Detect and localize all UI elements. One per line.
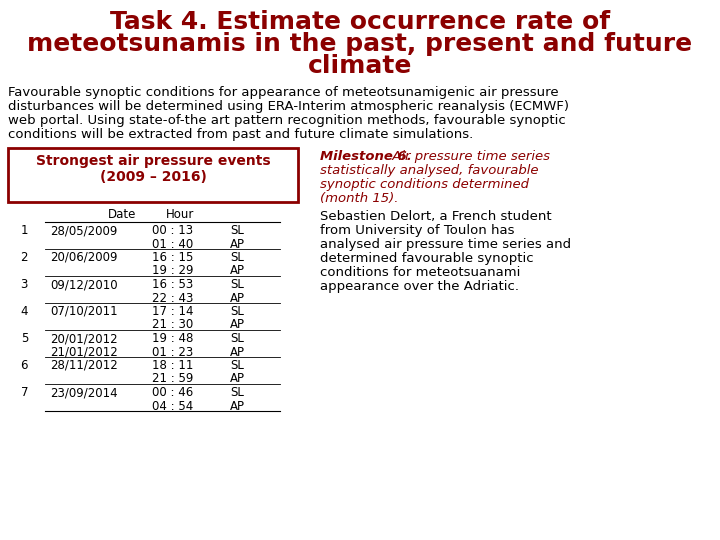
Text: climate: climate [308, 54, 412, 78]
Text: SL: SL [230, 251, 244, 264]
Text: Favourable synoptic conditions for appearance of meteotsunamigenic air pressure: Favourable synoptic conditions for appea… [8, 86, 559, 99]
Text: Milestone 6.: Milestone 6. [320, 150, 412, 163]
Text: 17 : 14: 17 : 14 [151, 305, 193, 318]
Text: AP: AP [230, 400, 245, 413]
Text: 19 : 48: 19 : 48 [152, 332, 193, 345]
Text: 20/01/2012: 20/01/2012 [50, 332, 117, 345]
Text: 04 : 54: 04 : 54 [152, 400, 193, 413]
Text: 6: 6 [20, 359, 28, 372]
Text: web portal. Using state-of-the art pattern recognition methods, favourable synop: web portal. Using state-of-the art patte… [8, 114, 566, 127]
Text: AP: AP [230, 319, 245, 332]
Text: analysed air pressure time series and: analysed air pressure time series and [320, 238, 571, 251]
Text: 5: 5 [21, 332, 28, 345]
Text: 07/10/2011: 07/10/2011 [50, 305, 117, 318]
Text: 28/05/2009: 28/05/2009 [50, 224, 117, 237]
Text: 23/09/2014: 23/09/2014 [50, 386, 117, 399]
Text: disturbances will be determined using ERA-Interim atmospheric reanalysis (ECMWF): disturbances will be determined using ER… [8, 100, 569, 113]
Text: conditions will be extracted from past and future climate simulations.: conditions will be extracted from past a… [8, 128, 473, 141]
Text: 01 : 40: 01 : 40 [152, 238, 193, 251]
Text: synoptic conditions determined: synoptic conditions determined [320, 178, 529, 191]
Text: SL: SL [230, 359, 244, 372]
Text: AP: AP [230, 373, 245, 386]
Text: 21 : 59: 21 : 59 [152, 373, 193, 386]
Text: Strongest air pressure events: Strongest air pressure events [36, 154, 270, 168]
Text: Air pressure time series: Air pressure time series [388, 150, 550, 163]
Text: conditions for meteotsuanami: conditions for meteotsuanami [320, 266, 521, 279]
Text: SL: SL [230, 332, 244, 345]
Text: AP: AP [230, 292, 245, 305]
Text: 22 : 43: 22 : 43 [152, 292, 193, 305]
Text: AP: AP [230, 238, 245, 251]
Text: AP: AP [230, 265, 245, 278]
Text: SL: SL [230, 278, 244, 291]
Text: 20/06/2009: 20/06/2009 [50, 251, 117, 264]
Text: appearance over the Adriatic.: appearance over the Adriatic. [320, 280, 519, 293]
Text: 01 : 23: 01 : 23 [152, 346, 193, 359]
Text: 21/01/2012: 21/01/2012 [50, 346, 118, 359]
Text: Hour: Hour [166, 208, 194, 221]
Text: 7: 7 [20, 386, 28, 399]
Text: determined favourable synoptic: determined favourable synoptic [320, 252, 534, 265]
Text: 00 : 13: 00 : 13 [152, 224, 193, 237]
FancyBboxPatch shape [8, 148, 298, 202]
Text: Task 4. Estimate occurrence rate of: Task 4. Estimate occurrence rate of [110, 10, 610, 34]
Text: SL: SL [230, 386, 244, 399]
Text: 3: 3 [21, 278, 28, 291]
Text: statistically analysed, favourable: statistically analysed, favourable [320, 164, 539, 177]
Text: Date: Date [108, 208, 137, 221]
Text: 19 : 29: 19 : 29 [151, 265, 193, 278]
Text: 16 : 53: 16 : 53 [152, 278, 193, 291]
Text: 18 : 11: 18 : 11 [152, 359, 193, 372]
Text: 2: 2 [20, 251, 28, 264]
Text: 28/11/2012: 28/11/2012 [50, 359, 118, 372]
Text: (month 15).: (month 15). [320, 192, 398, 205]
Text: SL: SL [230, 224, 244, 237]
Text: (2009 – 2016): (2009 – 2016) [99, 170, 207, 184]
Text: 4: 4 [20, 305, 28, 318]
Text: meteotsunamis in the past, present and future: meteotsunamis in the past, present and f… [27, 32, 693, 56]
Text: 1: 1 [20, 224, 28, 237]
Text: 09/12/2010: 09/12/2010 [50, 278, 117, 291]
Text: 16 : 15: 16 : 15 [152, 251, 193, 264]
Text: Sebastien Delort, a French student: Sebastien Delort, a French student [320, 210, 552, 223]
Text: 00 : 46: 00 : 46 [152, 386, 193, 399]
Text: 21 : 30: 21 : 30 [152, 319, 193, 332]
Text: from University of Toulon has: from University of Toulon has [320, 224, 515, 237]
Text: AP: AP [230, 346, 245, 359]
Text: SL: SL [230, 305, 244, 318]
